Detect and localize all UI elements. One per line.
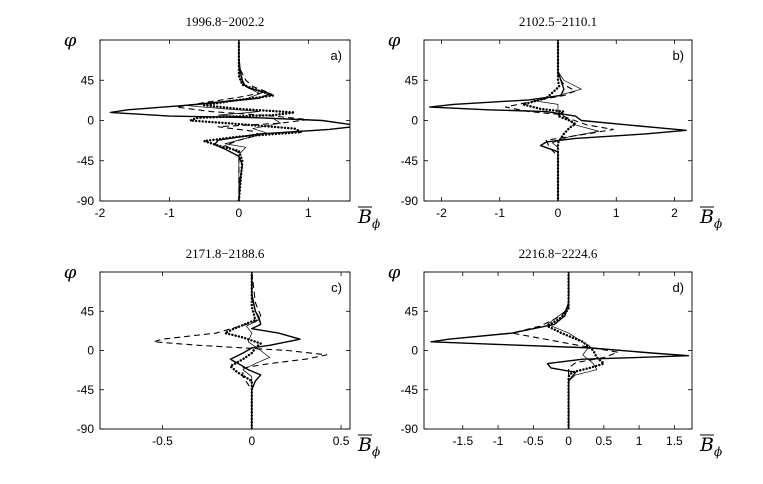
panel-label: a) [330,48,342,63]
y-tick-label: -45 [401,383,419,397]
x-tick-label: 0 [555,206,562,220]
plot-frame [99,271,351,430]
series-line-solid [229,272,301,429]
series-line-dashed [175,40,309,201]
x-axis-label: B [699,434,714,456]
series-line-thin [182,40,281,201]
y-tick-label: -45 [77,154,95,168]
y-tick-label: -90 [77,422,95,436]
series-line-thin [534,40,600,201]
chart-panel-3: 2171.8−2188.6 -0.5 0 0.5 45 0 -45 -90 φ B ϕ c) [64,246,380,459]
x-axis-label-subscript: ϕ [714,217,722,231]
series-line-dashed [505,40,614,201]
panel-title: 2216.8−2224.6 [519,246,598,261]
y-tick-label: 45 [405,304,419,318]
y-axis-label: φ [64,262,77,283]
x-axis-label-subscript: ϕ [714,445,722,459]
panel-title: 2171.8−2188.6 [186,246,265,261]
x-tick-label: -0.5 [152,434,173,448]
series-line-solid [430,272,690,429]
series-line-dotted [223,272,262,429]
panel-label: d) [672,280,684,295]
y-tick-label: 0 [87,114,94,128]
series-line-solid [109,40,350,201]
y-axis-label: φ [388,30,401,51]
x-tick-label: -1 [494,206,505,220]
series-line-thin [242,272,270,429]
y-tick-label: 0 [87,344,94,358]
series-line-dotted [521,40,577,201]
x-tick-label: 1 [636,434,643,448]
x-tick-label: 1 [305,206,312,220]
plot-frame [423,271,693,430]
series-line-dotted [546,272,606,429]
x-tick-label: -2 [436,206,447,220]
x-axis-label: B [699,206,714,228]
x-tick-label: -1 [493,434,504,448]
y-tick-label: 0 [411,114,418,128]
series-line-dashed [153,272,328,429]
series-line-thin [547,272,598,429]
x-tick-label: -1.5 [452,434,473,448]
panel-label: b) [672,48,684,63]
panel-title: 2102.5−2110.1 [519,14,597,29]
x-tick-label: 1.5 [666,434,683,448]
panel-label: c) [331,280,342,295]
x-tick-label: 0 [236,206,243,220]
chart-panel-1: 1996.8−2002.2 -2 -1 0 1 45 0 -45 -90 φ B ϕ a) [64,14,380,231]
y-tick-label: -90 [401,194,419,208]
x-tick-label: 1 [613,206,620,220]
chart-panel-2: 2102.5−2110.1 -2 -1 0 1 2 45 0 -45 -90 φ B ϕ b) [388,14,722,231]
y-tick-label: -90 [77,194,95,208]
x-tick-label: 2 [671,206,678,220]
series-line-dashed [511,272,619,429]
x-tick-label: -0.5 [523,434,544,448]
x-tick-label: -1 [164,206,175,220]
x-tick-label: 0 [248,434,255,448]
y-tick-label: 45 [405,73,419,87]
x-axis-label: B [357,206,372,228]
y-tick-label: -90 [401,422,419,436]
y-tick-label: -45 [77,383,95,397]
y-tick-label: 45 [81,73,95,87]
x-axis-label-subscript: ϕ [372,217,380,231]
x-axis-label: B [357,434,372,456]
x-tick-label: 0.5 [333,434,350,448]
x-axis-label-subscript: ϕ [372,445,380,459]
y-axis-label: φ [388,262,401,283]
x-tick-label: 0 [565,434,572,448]
chart-panel-4: 2216.8−2224.6 -1.5 -1 -0.5 0 0.5 1 1.5 45 0 -45 -90… [388,246,722,459]
x-tick-label: -2 [95,206,106,220]
panel-title: 1996.8−2002.2 [186,14,265,29]
y-tick-label: 45 [81,304,95,318]
x-tick-label: 0.5 [595,434,612,448]
series-line-dotted [189,40,303,201]
y-tick-label: 0 [411,344,418,358]
y-axis-label: φ [64,30,77,51]
y-tick-label: -45 [401,154,419,168]
